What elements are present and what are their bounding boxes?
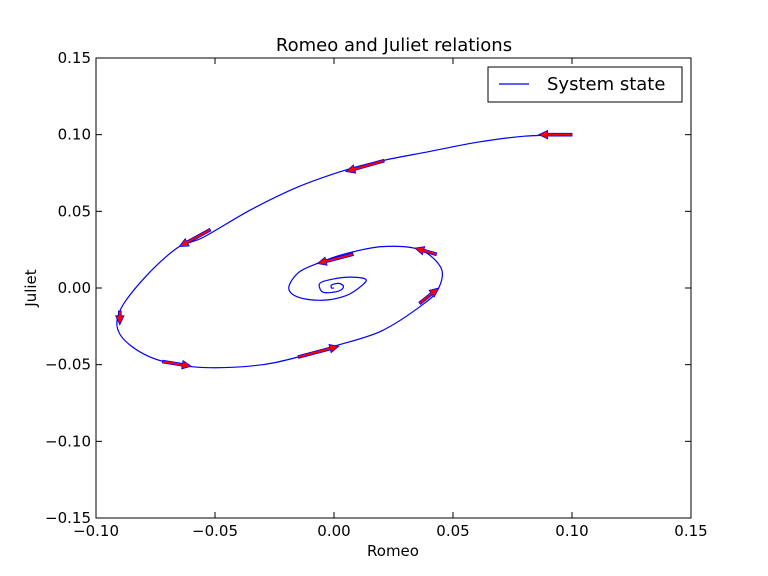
quiver-arrow <box>344 158 385 174</box>
x-axis-ticks: −0.10 −0.05 0.00 0.05 0.10 0.15 <box>73 58 708 540</box>
quiver-arrow <box>178 227 212 248</box>
y-tick-label: −0.15 <box>45 509 91 527</box>
chart-title: Romeo and Juliet relations <box>276 35 512 56</box>
legend-label-system-state: System state <box>547 74 665 95</box>
quiver-arrow <box>161 359 193 370</box>
trajectory-layer <box>116 134 573 369</box>
y-axis-label: Juliet <box>22 269 40 307</box>
x-tick-label: 0.10 <box>555 522 588 540</box>
y-tick-label: −0.10 <box>45 432 91 450</box>
quiver-arrow <box>418 287 440 305</box>
plot-area <box>96 58 691 518</box>
plot-background <box>96 58 691 518</box>
y-tick-label: −0.05 <box>45 356 91 374</box>
x-tick-label: 0.15 <box>674 522 707 540</box>
quiver-arrow <box>537 129 573 140</box>
x-tick-label: −0.05 <box>192 522 238 540</box>
y-axis-ticks: −0.15 −0.10 −0.05 0.00 0.05 0.10 0.15 <box>45 49 691 527</box>
quiver-layer <box>114 129 573 370</box>
quiver-arrow <box>297 344 340 359</box>
y-tick-label: 0.00 <box>58 279 91 297</box>
x-tick-label: 0.00 <box>317 522 350 540</box>
legend: System state <box>487 66 683 103</box>
y-tick-label: 0.15 <box>58 49 91 67</box>
y-tick-label: 0.10 <box>58 126 91 144</box>
x-tick-label: −0.10 <box>73 522 119 540</box>
quiver-arrow <box>414 246 438 257</box>
x-tick-label: 0.05 <box>436 522 469 540</box>
series-line-system-state <box>116 134 573 369</box>
y-tick-label: 0.05 <box>58 202 91 220</box>
x-axis-label: Romeo <box>367 542 419 560</box>
quiver-arrow <box>316 252 354 266</box>
quiver-arrow <box>114 310 125 326</box>
